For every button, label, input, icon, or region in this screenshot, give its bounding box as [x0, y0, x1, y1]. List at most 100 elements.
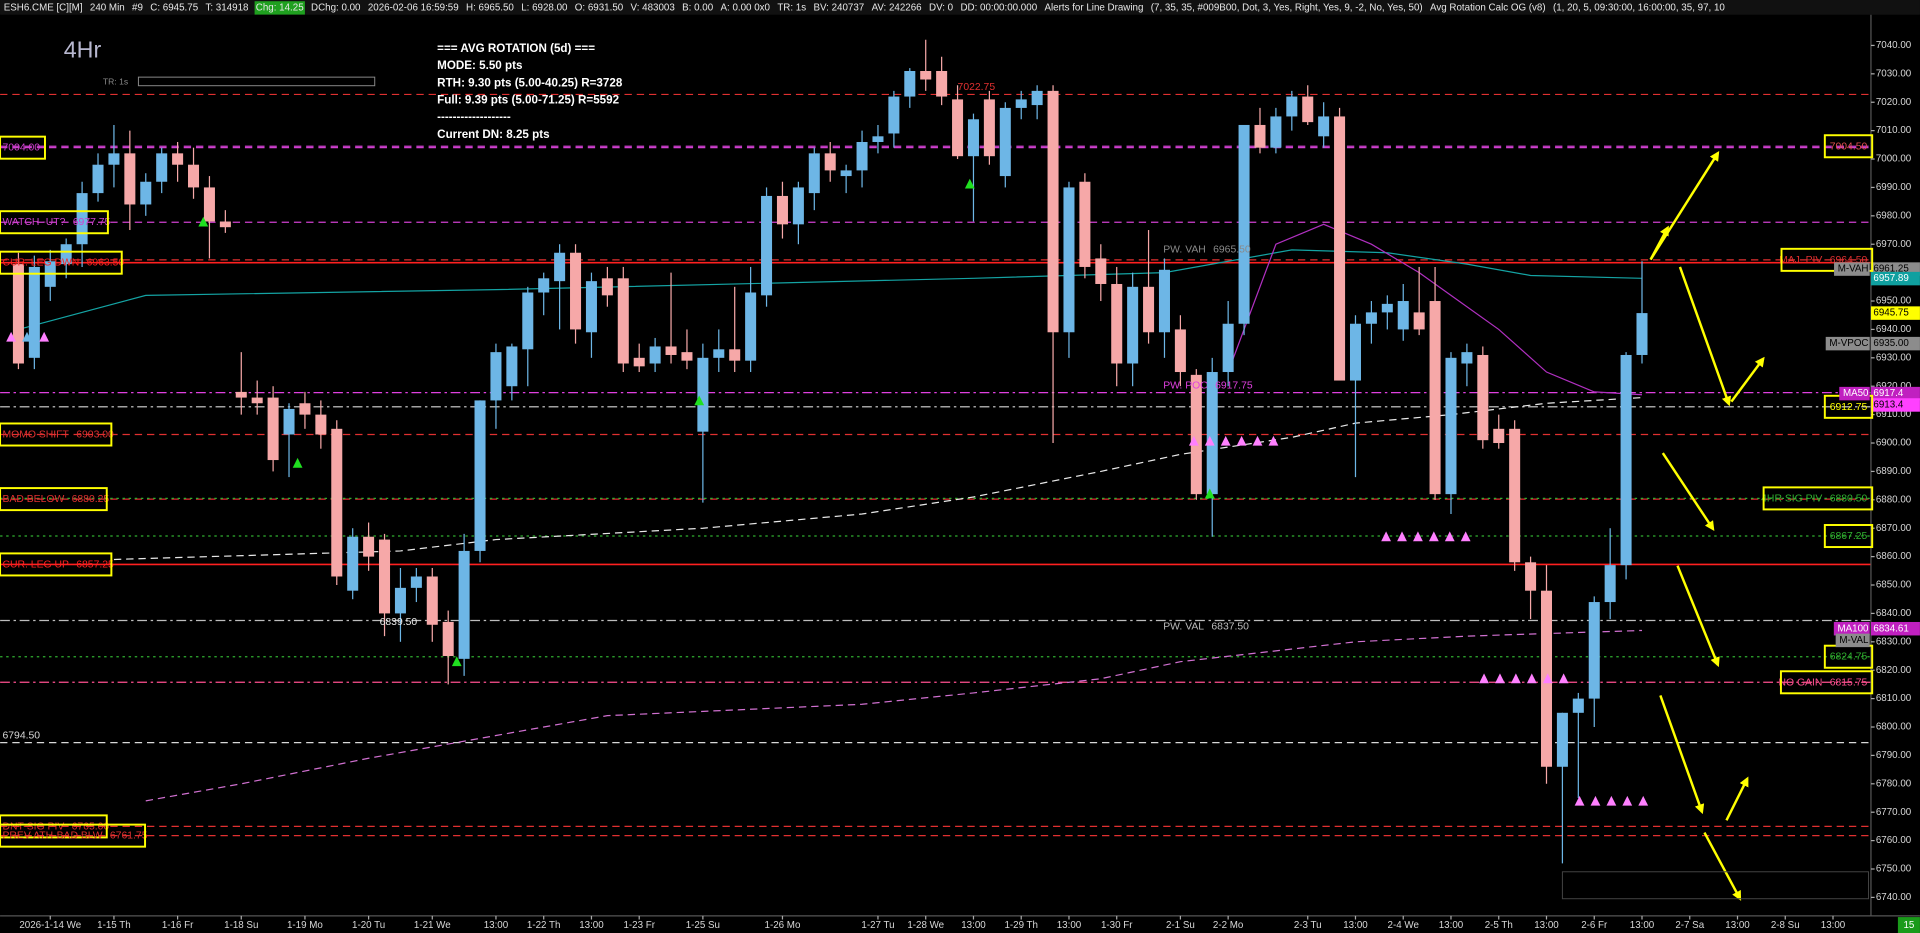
level-label: PW. VAL 6837.50 — [1163, 621, 1249, 632]
candle-body — [1143, 286, 1155, 333]
x-tick-label: 13:00 — [1630, 920, 1655, 931]
level-value: 6912.75 — [1830, 402, 1868, 413]
status-item: AV: 242266 — [872, 3, 923, 14]
level-label: 7004.00 — [3, 142, 41, 153]
info-line: Current DN: 8.25 pts — [437, 128, 549, 141]
level-value: 6761.75 — [110, 830, 148, 841]
y-tick-label: 6910.00 — [1876, 409, 1912, 420]
label-box — [0, 135, 46, 160]
signal-marker — [1510, 673, 1521, 684]
candle-body — [1477, 354, 1489, 441]
level-label: BAD BELOW 6880.25 — [3, 494, 110, 505]
candle-body — [347, 536, 359, 591]
candle-body — [363, 536, 375, 557]
level-value: 6839.50 — [380, 617, 418, 628]
candle-body — [1270, 116, 1282, 148]
status-text: ESH6.CME [C][M] 240 Min #9 C: 6945.75 T: 314… — [4, 1, 1725, 15]
price-tag-name-box — [1835, 633, 1870, 648]
candle-body — [1127, 286, 1139, 364]
label-box — [0, 487, 108, 512]
candle-body — [729, 349, 741, 361]
label-box — [0, 422, 113, 447]
y-tick-label: 6970.00 — [1876, 239, 1912, 250]
candle-body — [697, 357, 709, 432]
candle-body — [920, 70, 932, 80]
candle-body — [1493, 428, 1505, 444]
indicator-line — [18, 249, 1643, 331]
level-name: BAD BELOW — [3, 494, 65, 505]
candle-body — [713, 349, 725, 358]
y-tick-label: 6930.00 — [1876, 352, 1912, 363]
candle-body — [60, 244, 72, 265]
signal-marker — [1236, 435, 1247, 446]
x-tick-label: 2-8 Su — [1771, 920, 1800, 931]
label-box — [1823, 524, 1874, 549]
y-tick-label: 6740.00 — [1876, 892, 1912, 903]
x-tick-label: 1-16 Fr — [162, 920, 194, 931]
signal-marker — [1574, 795, 1585, 806]
status-bar — [0, 0, 1920, 15]
arrow — [1730, 356, 1765, 403]
arrow — [1725, 776, 1749, 821]
x-tick-label: 1-29 Th — [1004, 920, 1038, 931]
time-axis: 2026-1-14 We 1-15 Th 1-16 Fr 1-18 Su 1-19 Mo… — [19, 915, 1846, 931]
signal-marker — [1381, 531, 1391, 542]
status-item: B: 0.00 — [682, 3, 714, 14]
x-tick-label: 2-4 We — [1388, 920, 1419, 931]
level-label: NO GAIN 6815.75 — [1778, 677, 1867, 688]
y-tick-label: 6940.00 — [1876, 324, 1912, 335]
signal-marker — [1444, 531, 1455, 542]
signal-marker — [1204, 488, 1215, 499]
candle-body — [140, 181, 152, 205]
label-box — [0, 210, 109, 235]
candle-body — [570, 252, 582, 330]
status-item: A: 0.00 0x0 — [721, 3, 771, 14]
status-item: C: 6945.75 — [150, 3, 198, 14]
signal-marker — [1252, 435, 1263, 446]
level-name: 4HR SIG PIV — [1761, 493, 1822, 504]
candle-body — [1286, 96, 1298, 117]
level-value: 7004.50 — [1830, 141, 1868, 152]
status-item: DChg: 0.00 — [311, 3, 361, 14]
candle-body — [506, 346, 518, 387]
price-tag — [1870, 336, 1920, 351]
level-label: MOMO SHIFT 6903.00 — [3, 429, 115, 440]
level-label: PW. POC 6917.75 — [1163, 380, 1253, 391]
candle-body — [1445, 357, 1457, 495]
candle-body — [108, 153, 120, 165]
status-item: T: 314918 — [205, 3, 249, 14]
level-label: 7004.50 — [1830, 141, 1868, 152]
x-tick-label: 1-23 Fr — [623, 920, 655, 931]
signal-marker — [1268, 435, 1279, 446]
price-tag-name-box — [1839, 386, 1870, 401]
candle-body — [1636, 313, 1648, 355]
arrow — [1676, 565, 1720, 668]
candle-body — [1604, 565, 1616, 603]
price-tag-label: 6834.61 — [1873, 623, 1908, 634]
candle-body — [1206, 372, 1218, 495]
x-tick-label: 1-18 Su — [224, 920, 258, 931]
signal-marker — [1479, 673, 1489, 684]
signal-marker — [964, 178, 975, 189]
candle-body — [1079, 181, 1091, 267]
price-tag — [1870, 386, 1920, 401]
status-item: L: 6928.00 — [521, 3, 568, 14]
status-item: V: 483003 — [631, 3, 676, 14]
signal-marker — [1188, 435, 1199, 446]
signal-marker — [1622, 795, 1633, 806]
x-tick-label: 13:00 — [1534, 920, 1559, 931]
signal-marker — [1558, 673, 1569, 684]
candle-body — [172, 153, 184, 165]
status-item: (7, 35, 35, #009B00, Dot, 3, Yes, Right,… — [1151, 3, 1423, 14]
candle-body — [999, 107, 1011, 177]
candle-body — [458, 550, 470, 659]
candle-body — [379, 539, 391, 614]
y-tick-label: 7010.00 — [1876, 125, 1912, 136]
x-tick-label: 1-28 We — [907, 920, 944, 931]
arrow — [1661, 452, 1715, 531]
x-tick-label: 2-3 Tu — [1294, 920, 1322, 931]
price-tag — [1870, 398, 1920, 412]
price-tag-name: MA100 — [1838, 623, 1870, 634]
candle-body — [1222, 323, 1234, 373]
